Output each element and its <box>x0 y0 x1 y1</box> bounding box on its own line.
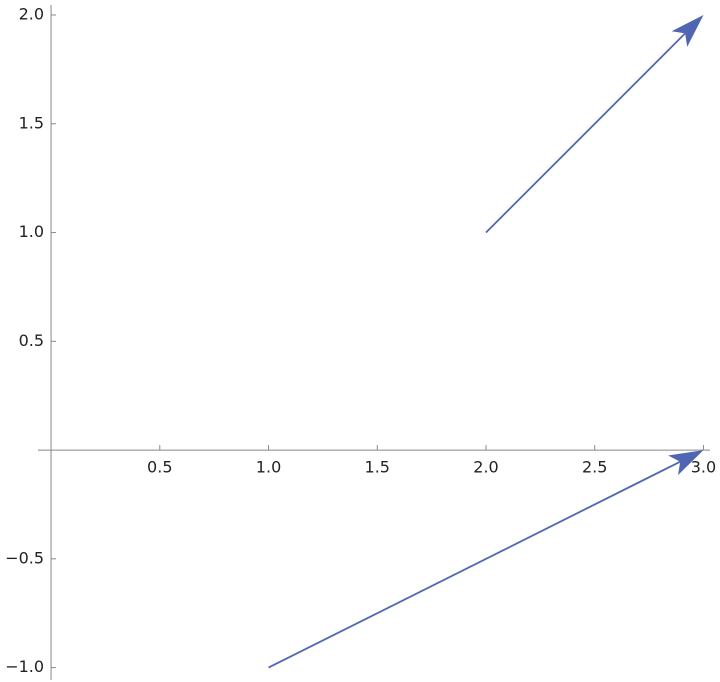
y-tick-label: 1.5 <box>19 113 44 132</box>
y-tick-label: 1.0 <box>19 222 44 241</box>
arrow-head <box>668 450 704 476</box>
x-tick-label: 3.0 <box>691 458 716 477</box>
y-tick-label: −0.5 <box>5 548 44 567</box>
x-tick-label: 0.5 <box>147 458 172 477</box>
x-tick-label: 2.0 <box>473 458 498 477</box>
arrow-head <box>671 15 704 47</box>
x-tick-label: 1.5 <box>365 458 390 477</box>
x-tick-label: 2.5 <box>582 458 607 477</box>
y-tick-label: 2.0 <box>19 5 44 24</box>
arrow-shaft <box>485 32 686 234</box>
arrow-shaft <box>268 460 681 669</box>
y-tick-label: 0.5 <box>19 331 44 350</box>
y-tick-label: −1.0 <box>5 657 44 676</box>
x-tick-label: 1.0 <box>256 458 281 477</box>
